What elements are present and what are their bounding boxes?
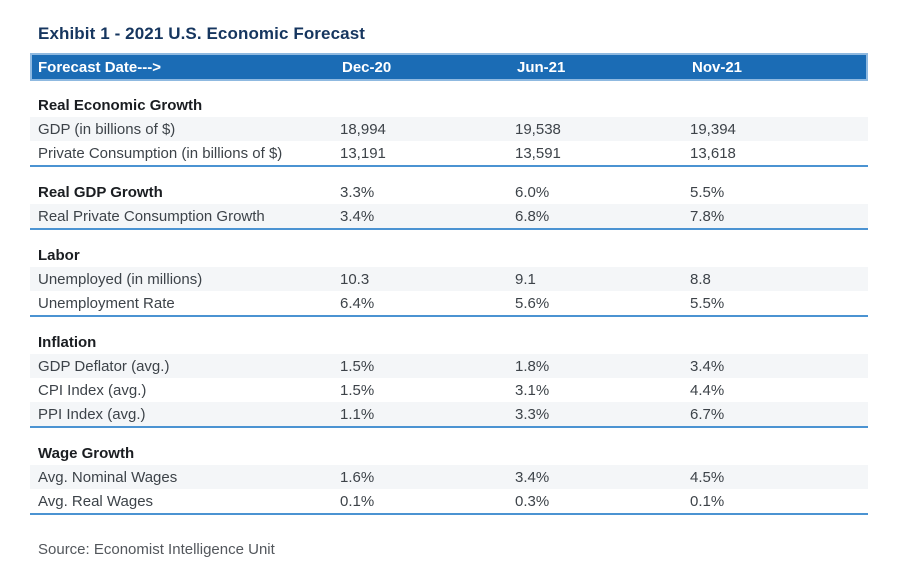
table-section-2: Labor Unemployed (in millions) 10.3 9.1 8.8 U…: [30, 243, 868, 317]
row-value-col3: 19,394: [690, 120, 736, 138]
row-label: Inflation: [38, 333, 97, 351]
forecast-table: Forecast Date---> Dec-20 Jun-21 Nov-21 R…: [30, 53, 868, 515]
row-value-col2: 6.0%: [515, 183, 550, 201]
row-value-col2: 5.6%: [515, 294, 550, 312]
row-value-col3: 0.1%: [690, 492, 725, 510]
row-value-col2: 0.3%: [515, 492, 550, 510]
section-header-row-4: Wage Growth: [30, 441, 868, 465]
row-value-col2: 9.1: [515, 270, 536, 288]
row-label: PPI Index (avg.): [38, 405, 146, 423]
row-value-col1: 0.1%: [340, 492, 375, 510]
row-value-col2: 3.1%: [515, 381, 550, 399]
row-value-col1: 3.3%: [340, 183, 375, 201]
row-value-col3: 7.8%: [690, 207, 725, 225]
row-value-col1: 1.5%: [340, 357, 375, 375]
row-value-col3: 6.7%: [690, 405, 725, 423]
source-note: Source: Economist Intelligence Unit: [38, 541, 275, 558]
row-value-col2: 13,591: [515, 144, 561, 162]
row-label: GDP (in billions of $): [38, 120, 176, 138]
table-section-3: Inflation GDP Deflator (avg.) 1.5% 1.8% 3.4%…: [30, 330, 868, 428]
column-header-nov-21: Nov-21: [692, 58, 743, 76]
table-body: Real Economic Growth GDP (in billions of …: [30, 93, 868, 515]
table-row-4-1: Avg. Real Wages 0.1% 0.3% 0.1%: [30, 489, 868, 513]
table-row-3-0: GDP Deflator (avg.) 1.5% 1.8% 3.4%: [30, 354, 868, 378]
row-value-col3: 5.5%: [690, 294, 725, 312]
row-value-col3: 13,618: [690, 144, 736, 162]
table-row-0-1: Private Consumption (in billions of $) 13…: [30, 141, 868, 165]
row-value-col2: 1.8%: [515, 357, 550, 375]
table-header-row: Forecast Date---> Dec-20 Jun-21 Nov-21: [30, 53, 868, 81]
row-value-col1: 1.1%: [340, 405, 375, 423]
row-value-col1: 13,191: [340, 144, 386, 162]
row-value-col1: 6.4%: [340, 294, 375, 312]
row-label: Unemployment Rate: [38, 294, 175, 312]
table-row-0-0: GDP (in billions of $) 18,994 19,538 19,394: [30, 117, 868, 141]
row-value-col2: 6.8%: [515, 207, 550, 225]
table-row-3-1: CPI Index (avg.) 1.5% 3.1% 4.4%: [30, 378, 868, 402]
row-label: Real Private Consumption Growth: [38, 207, 265, 225]
row-label: Private Consumption (in billions of $): [38, 144, 283, 162]
section-header-row-1: Real GDP Growth 3.3% 6.0% 5.5%: [30, 180, 868, 204]
table-row-2-1: Unemployment Rate 6.4% 5.6% 5.5%: [30, 291, 868, 315]
column-header-jun-21: Jun-21: [517, 58, 566, 76]
row-value-col3: 4.5%: [690, 468, 725, 486]
table-row-2-0: Unemployed (in millions) 10.3 9.1 8.8: [30, 267, 868, 291]
row-label: GDP Deflator (avg.): [38, 357, 170, 375]
row-value-col1: 10.3: [340, 270, 370, 288]
row-value-col1: 1.6%: [340, 468, 375, 486]
row-label: CPI Index (avg.): [38, 381, 147, 399]
row-label: Unemployed (in millions): [38, 270, 203, 288]
section-header-row-2: Labor: [30, 243, 868, 267]
row-value-col1: 18,994: [340, 120, 386, 138]
table-row-1-0: Real Private Consumption Growth 3.4% 6.8% 7…: [30, 204, 868, 228]
table-row-3-2: PPI Index (avg.) 1.1% 3.3% 6.7%: [30, 402, 868, 426]
row-value-col3: 5.5%: [690, 183, 725, 201]
row-label: Labor: [38, 246, 80, 264]
section-header-row-3: Inflation: [30, 330, 868, 354]
section-header-row-0: Real Economic Growth: [30, 93, 868, 117]
row-value-col2: 3.4%: [515, 468, 550, 486]
table-section-0: Real Economic Growth GDP (in billions of …: [30, 93, 868, 167]
row-label: Avg. Nominal Wages: [38, 468, 178, 486]
row-value-col2: 19,538: [515, 120, 561, 138]
row-label: Real GDP Growth: [38, 183, 163, 201]
table-section-1: Real GDP Growth 3.3% 6.0% 5.5% Real Private …: [30, 180, 868, 230]
column-header-forecast-date: Forecast Date--->: [38, 58, 161, 76]
row-value-col1: 3.4%: [340, 207, 375, 225]
table-section-4: Wage Growth Avg. Nominal Wages 1.6% 3.4% 4.5…: [30, 441, 868, 515]
column-header-dec-20: Dec-20: [342, 58, 392, 76]
table-row-4-0: Avg. Nominal Wages 1.6% 3.4% 4.5%: [30, 465, 868, 489]
row-label: Avg. Real Wages: [38, 492, 154, 510]
row-label: Wage Growth: [38, 444, 135, 462]
row-value-col3: 3.4%: [690, 357, 725, 375]
row-label: Real Economic Growth: [38, 96, 203, 114]
row-value-col2: 3.3%: [515, 405, 550, 423]
page-title: Exhibit 1 - 2021 U.S. Economic Forecast: [38, 24, 366, 43]
row-value-col3: 8.8: [690, 270, 711, 288]
row-value-col3: 4.4%: [690, 381, 725, 399]
row-value-col1: 1.5%: [340, 381, 375, 399]
